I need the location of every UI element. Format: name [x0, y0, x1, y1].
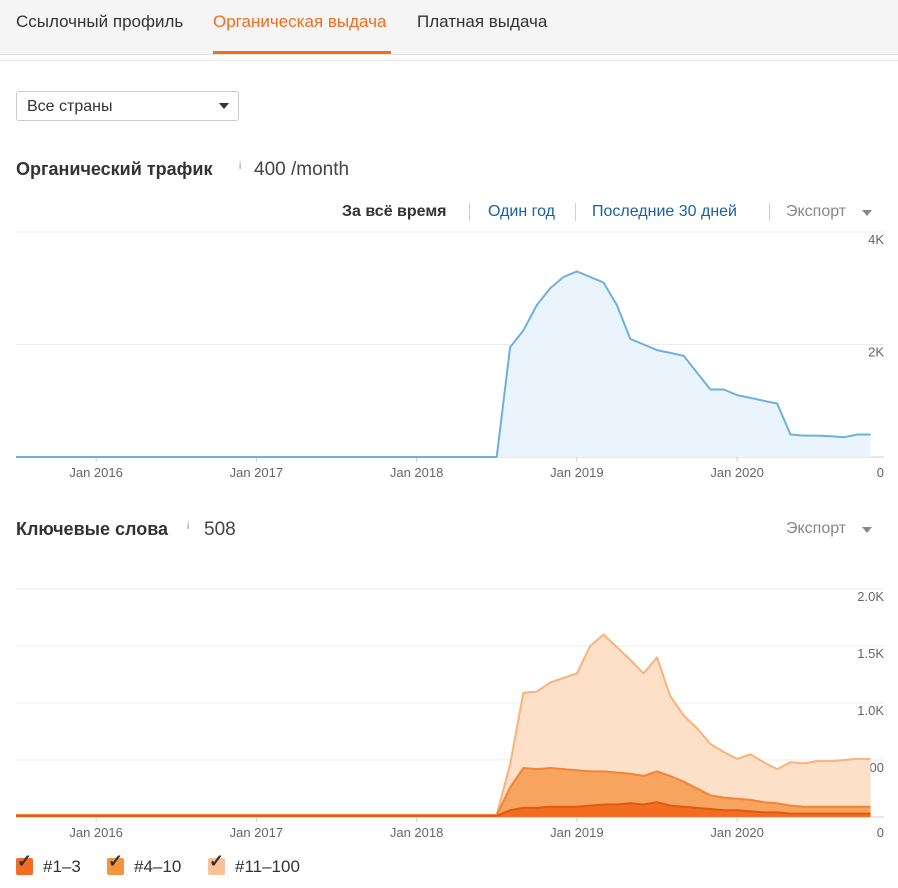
legend-label: #11–100: [235, 857, 300, 876]
series-top3-line: [16, 801, 871, 817]
tab-organic-search[interactable]: Органическая выдача: [213, 12, 387, 31]
traffic-area: [16, 271, 871, 457]
x-tick-label: Jan 2017: [230, 825, 284, 840]
y-tick-label: 4K: [868, 232, 884, 247]
x-tick-label: Jan 2016: [69, 825, 123, 840]
y-tick-label: 2K: [868, 345, 884, 360]
checkbox[interactable]: [208, 858, 225, 875]
y-tick-label: 1.5K: [857, 646, 884, 661]
tabs-bar: [0, 0, 898, 55]
traffic-title: Органический трафик: [16, 159, 213, 179]
traffic-export-button[interactable]: Экспорт: [786, 203, 847, 220]
chevron-down-icon: [219, 103, 229, 109]
info-icon[interactable]: i: [239, 161, 242, 172]
tab-backlinks[interactable]: Ссылочный профиль: [16, 12, 184, 31]
y-tick-label: 0: [877, 465, 884, 480]
y-tick-label: 1.0K: [857, 703, 884, 718]
series-top100-area: [16, 634, 871, 816]
legend-item-top10[interactable]: ✓ #4–10: [107, 851, 197, 879]
country-select-value: Все страны: [27, 98, 113, 115]
series-top10-line: [16, 767, 871, 817]
divider: [769, 203, 770, 221]
keywords-value: 508: [204, 519, 236, 540]
x-tick-label: Jan 2020: [710, 465, 764, 480]
keywords-export-button[interactable]: Экспорт: [786, 520, 847, 537]
x-tick-label: Jan 2016: [69, 465, 123, 480]
active-tab-indicator: [213, 51, 391, 54]
traffic-value: 400 /month: [254, 159, 350, 180]
y-tick-label: 2.0K: [857, 589, 884, 604]
tab-paid-search[interactable]: Платная выдача: [417, 12, 548, 31]
country-select[interactable]: Все страны: [16, 91, 239, 121]
divider: [469, 203, 470, 221]
x-tick-label: Jan 2020: [710, 825, 764, 840]
info-icon[interactable]: i: [187, 521, 190, 532]
x-tick-label: Jan 2019: [550, 465, 604, 480]
range-all-time[interactable]: За всё время: [342, 203, 447, 220]
checkbox[interactable]: [16, 858, 33, 875]
x-tick-label: Jan 2018: [390, 825, 444, 840]
chevron-down-icon: [862, 527, 872, 533]
series-top3-area: [16, 802, 871, 817]
legend-label: #4–10: [134, 857, 182, 876]
legend-label: #1–3: [43, 857, 81, 876]
keywords-title: Ключевые слова: [16, 519, 169, 539]
y-tick-label: 0: [877, 825, 884, 840]
check-icon: ✓: [17, 851, 33, 871]
range-last-30-days[interactable]: Последние 30 дней: [592, 203, 737, 220]
traffic-chart: 4K 2K 0 Jan 2016 Jan 2017 Jan 2018 Jan 2019 Jan…: [16, 231, 884, 480]
series-top100-line: [16, 633, 871, 816]
range-one-year[interactable]: Один год: [488, 203, 556, 220]
check-icon: ✓: [209, 851, 225, 871]
divider: [0, 60, 898, 61]
check-icon: ✓: [108, 851, 124, 871]
x-tick-label: Jan 2019: [550, 825, 604, 840]
chevron-down-icon: [862, 210, 872, 216]
divider: [575, 203, 576, 221]
legend-item-top3[interactable]: ✓ #1–3: [16, 851, 96, 879]
x-tick-label: Jan 2017: [230, 465, 284, 480]
checkbox[interactable]: [107, 858, 124, 875]
legend-item-top100[interactable]: ✓ #11–100: [208, 851, 318, 879]
traffic-line: [16, 270, 871, 458]
series-top10-area: [16, 768, 871, 816]
x-tick-label: Jan 2018: [390, 465, 444, 480]
